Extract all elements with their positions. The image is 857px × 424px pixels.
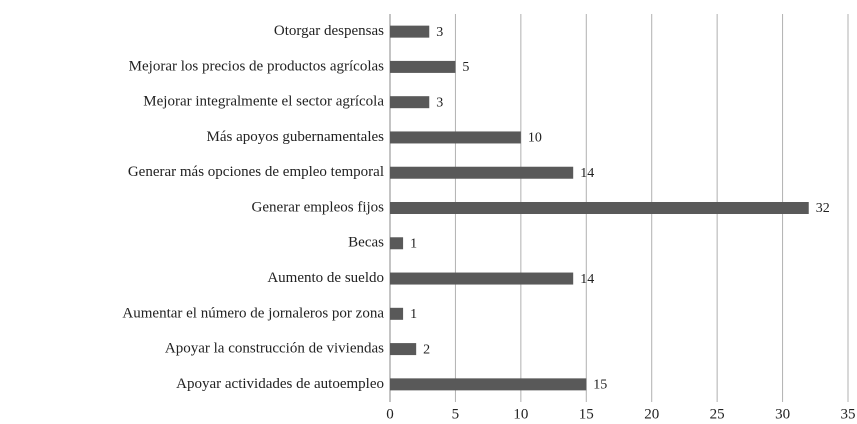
bar bbox=[390, 343, 417, 356]
x-tick-label: 30 bbox=[775, 406, 790, 422]
bar bbox=[390, 272, 574, 285]
x-tick-label: 0 bbox=[386, 406, 394, 422]
y-tick-label: Más apoyos gubernamentales bbox=[207, 129, 385, 145]
value-label: 14 bbox=[580, 166, 594, 181]
value-label: 2 bbox=[423, 342, 430, 357]
bar bbox=[390, 60, 456, 73]
value-label: 1 bbox=[410, 236, 417, 251]
x-tick-label: 5 bbox=[452, 406, 460, 422]
value-label: 32 bbox=[816, 201, 830, 216]
x-tick-label: 10 bbox=[513, 406, 528, 422]
y-tick-label: Apoyar actividades de autoempleo bbox=[176, 376, 384, 392]
bar bbox=[390, 131, 521, 144]
value-label: 3 bbox=[436, 95, 443, 110]
x-tick-label: 20 bbox=[644, 406, 659, 422]
value-label: 5 bbox=[462, 60, 469, 75]
value-label: 15 bbox=[593, 378, 607, 393]
bar bbox=[390, 237, 404, 250]
bar bbox=[390, 378, 587, 391]
y-tick-label: Aumento de sueldo bbox=[267, 270, 384, 286]
y-tick-label: Aumentar el número de jornaleros por zon… bbox=[122, 305, 384, 321]
bar bbox=[390, 25, 430, 38]
y-tick-label: Generar empleos fijos bbox=[252, 199, 385, 215]
y-tick-label: Mejorar integralmente el sector agrícola bbox=[143, 94, 384, 110]
value-label: 3 bbox=[436, 25, 443, 40]
bar bbox=[390, 166, 574, 179]
value-label: 1 bbox=[410, 307, 417, 322]
x-tick-label: 25 bbox=[710, 406, 725, 422]
bar bbox=[390, 202, 809, 214]
y-tick-label: Apoyar la construcción de viviendas bbox=[165, 341, 384, 357]
value-label: 14 bbox=[580, 272, 594, 287]
bar bbox=[390, 307, 404, 320]
x-tick-label: 35 bbox=[841, 406, 856, 422]
y-tick-label: Generar más opciones de empleo temporal bbox=[128, 164, 384, 180]
y-tick-label: Mejorar los precios de productos agrícol… bbox=[129, 58, 384, 74]
y-tick-label: Otorgar despensas bbox=[274, 23, 384, 39]
value-label: 10 bbox=[528, 131, 542, 146]
x-tick-label: 15 bbox=[579, 406, 594, 422]
y-tick-label: Becas bbox=[348, 235, 384, 251]
bar bbox=[390, 96, 430, 109]
